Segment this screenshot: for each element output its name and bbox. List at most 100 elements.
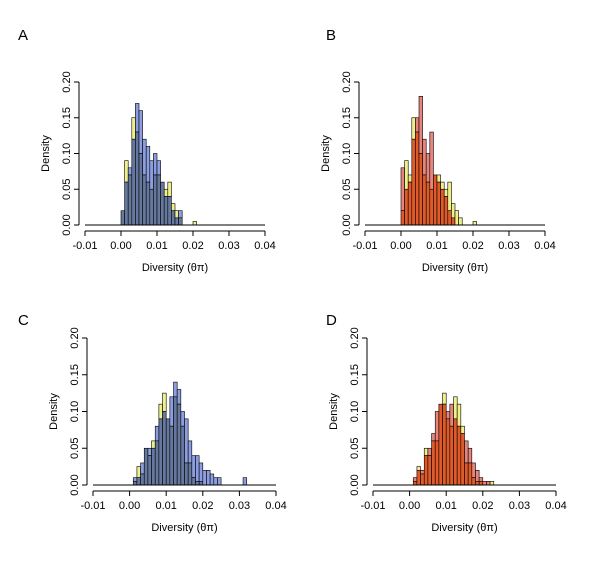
histogram-bar-overlap — [436, 181, 441, 226]
histogram-bar-overlap — [156, 174, 161, 226]
x-tick-label: 0.00 — [390, 240, 411, 252]
histogram-bar-overlap — [165, 418, 171, 486]
histogram-bar-overlap — [153, 174, 158, 226]
histogram-bar — [195, 455, 200, 482]
histogram-bar — [184, 418, 189, 464]
histogram-bar — [422, 138, 427, 176]
histogram-bar — [153, 153, 158, 176]
histogram-bar-overlap — [120, 210, 125, 226]
histogram-bar-overlap — [198, 481, 204, 486]
histogram-bar-overlap — [475, 481, 480, 486]
histogram-bar — [142, 138, 147, 176]
histogram-bar-overlap — [160, 181, 165, 226]
histogram-bar — [451, 203, 456, 219]
y-tick-label: 0.00 — [61, 214, 73, 235]
histogram-bar — [454, 210, 459, 226]
x-tick-label: 0.03 — [498, 240, 519, 252]
histogram-bar-overlap — [422, 174, 427, 226]
histogram-bar-overlap — [467, 462, 473, 486]
histogram-bar — [145, 146, 151, 183]
y-axis-label: Density — [320, 135, 332, 172]
y-tick-label: 0.05 — [349, 438, 361, 459]
histogram-bar-overlap — [407, 181, 413, 226]
x-tick-label: 0.01 — [435, 500, 456, 512]
x-tick-label: 0.04 — [254, 240, 275, 252]
panel-b: B -0.01 0.00 0.01 0.02 0.03 0.04 0.00 0.05 0.10 0… — [320, 27, 556, 274]
x-tick-label: 0.01 — [426, 240, 447, 252]
x-tick-label: 0.01 — [155, 500, 176, 512]
histogram-bar — [147, 447, 152, 456]
histogram-bar — [429, 131, 434, 190]
histogram-bar-overlap — [143, 447, 149, 486]
histogram-bar — [124, 160, 129, 183]
histogram-bar-overlap — [149, 188, 154, 226]
histogram-bar-overlap — [415, 131, 420, 226]
panel-label: B — [326, 27, 336, 44]
histogram-bar-overlap — [453, 418, 458, 486]
histogram-bar — [202, 469, 207, 486]
histogram-bar — [173, 381, 178, 398]
histogram-bar — [180, 411, 185, 427]
histogram-bar-overlap — [438, 403, 443, 486]
histogram-bar — [209, 473, 215, 486]
y-tick-label: 0.05 — [69, 438, 81, 459]
histogram-bar-overlap — [147, 455, 152, 486]
histogram-bar — [456, 403, 462, 427]
x-tick-label: 0.02 — [472, 500, 493, 512]
histogram-bar-overlap — [400, 210, 405, 226]
histogram-bar — [404, 160, 409, 190]
histogram-bar-overlap — [145, 181, 151, 226]
histogram-bar — [191, 455, 196, 478]
histogram-bar — [411, 117, 416, 140]
histogram-bar — [407, 174, 413, 183]
y-tick-label: 0.10 — [341, 143, 353, 164]
histogram-bar-overlap — [176, 403, 182, 486]
histogram-bar — [217, 477, 222, 486]
histogram-bar-overlap — [169, 425, 174, 486]
histogram-bar — [467, 447, 473, 464]
histogram-bar — [475, 469, 480, 482]
histogram-bar — [132, 477, 138, 482]
histogram-bar — [154, 425, 160, 442]
x-axis-label: Diversity (θπ) — [151, 522, 217, 534]
histogram-bar-overlap — [167, 196, 172, 226]
histogram-bar-overlap — [174, 217, 179, 226]
x-tick-label: 0.00 — [119, 500, 140, 512]
histogram-bar-overlap — [142, 174, 147, 226]
histogram-bar — [192, 221, 197, 226]
y-tick-label: 0.15 — [341, 107, 353, 128]
histogram-bar — [162, 392, 167, 412]
x-tick-label: 0.03 — [509, 500, 530, 512]
x-tick-label: -0.01 — [72, 240, 97, 252]
histogram-bar-overlap — [418, 153, 423, 226]
histogram-bar — [158, 403, 163, 420]
histogram-bar-overlap — [163, 196, 169, 226]
histogram-bar-overlap — [443, 196, 449, 226]
y-tick-label: 0.00 — [341, 214, 353, 235]
histogram-bar-overlap — [132, 481, 138, 486]
histogram-bar — [464, 440, 469, 464]
panel-label: D — [326, 312, 337, 329]
histogram-bar — [445, 411, 451, 420]
y-tick-label: 0.00 — [349, 474, 361, 495]
histogram-bar — [135, 103, 140, 133]
histogram-bar-overlap — [411, 138, 416, 226]
x-tick-label: -0.01 — [80, 500, 105, 512]
panel-label: A — [18, 27, 28, 44]
histogram-bar — [140, 462, 145, 475]
y-tick-label: 0.20 — [69, 327, 81, 348]
x-axis-label: Diversity (θπ) — [142, 262, 208, 274]
histogram-bar-overlap — [171, 210, 176, 226]
histogram-bar — [449, 403, 454, 427]
x-axis-label: Diversity (θπ) — [422, 262, 488, 274]
histogram-bar — [423, 447, 429, 456]
histogram-bar — [400, 167, 405, 212]
histogram-bar — [187, 440, 193, 464]
histogram-bar — [149, 160, 154, 190]
x-tick-label: 0.00 — [110, 240, 131, 252]
histogram-bar-overlap — [471, 477, 476, 486]
histogram-bar-overlap — [136, 477, 141, 486]
x-tick-label: 0.04 — [545, 500, 566, 512]
histogram-bar-overlap — [138, 153, 143, 226]
